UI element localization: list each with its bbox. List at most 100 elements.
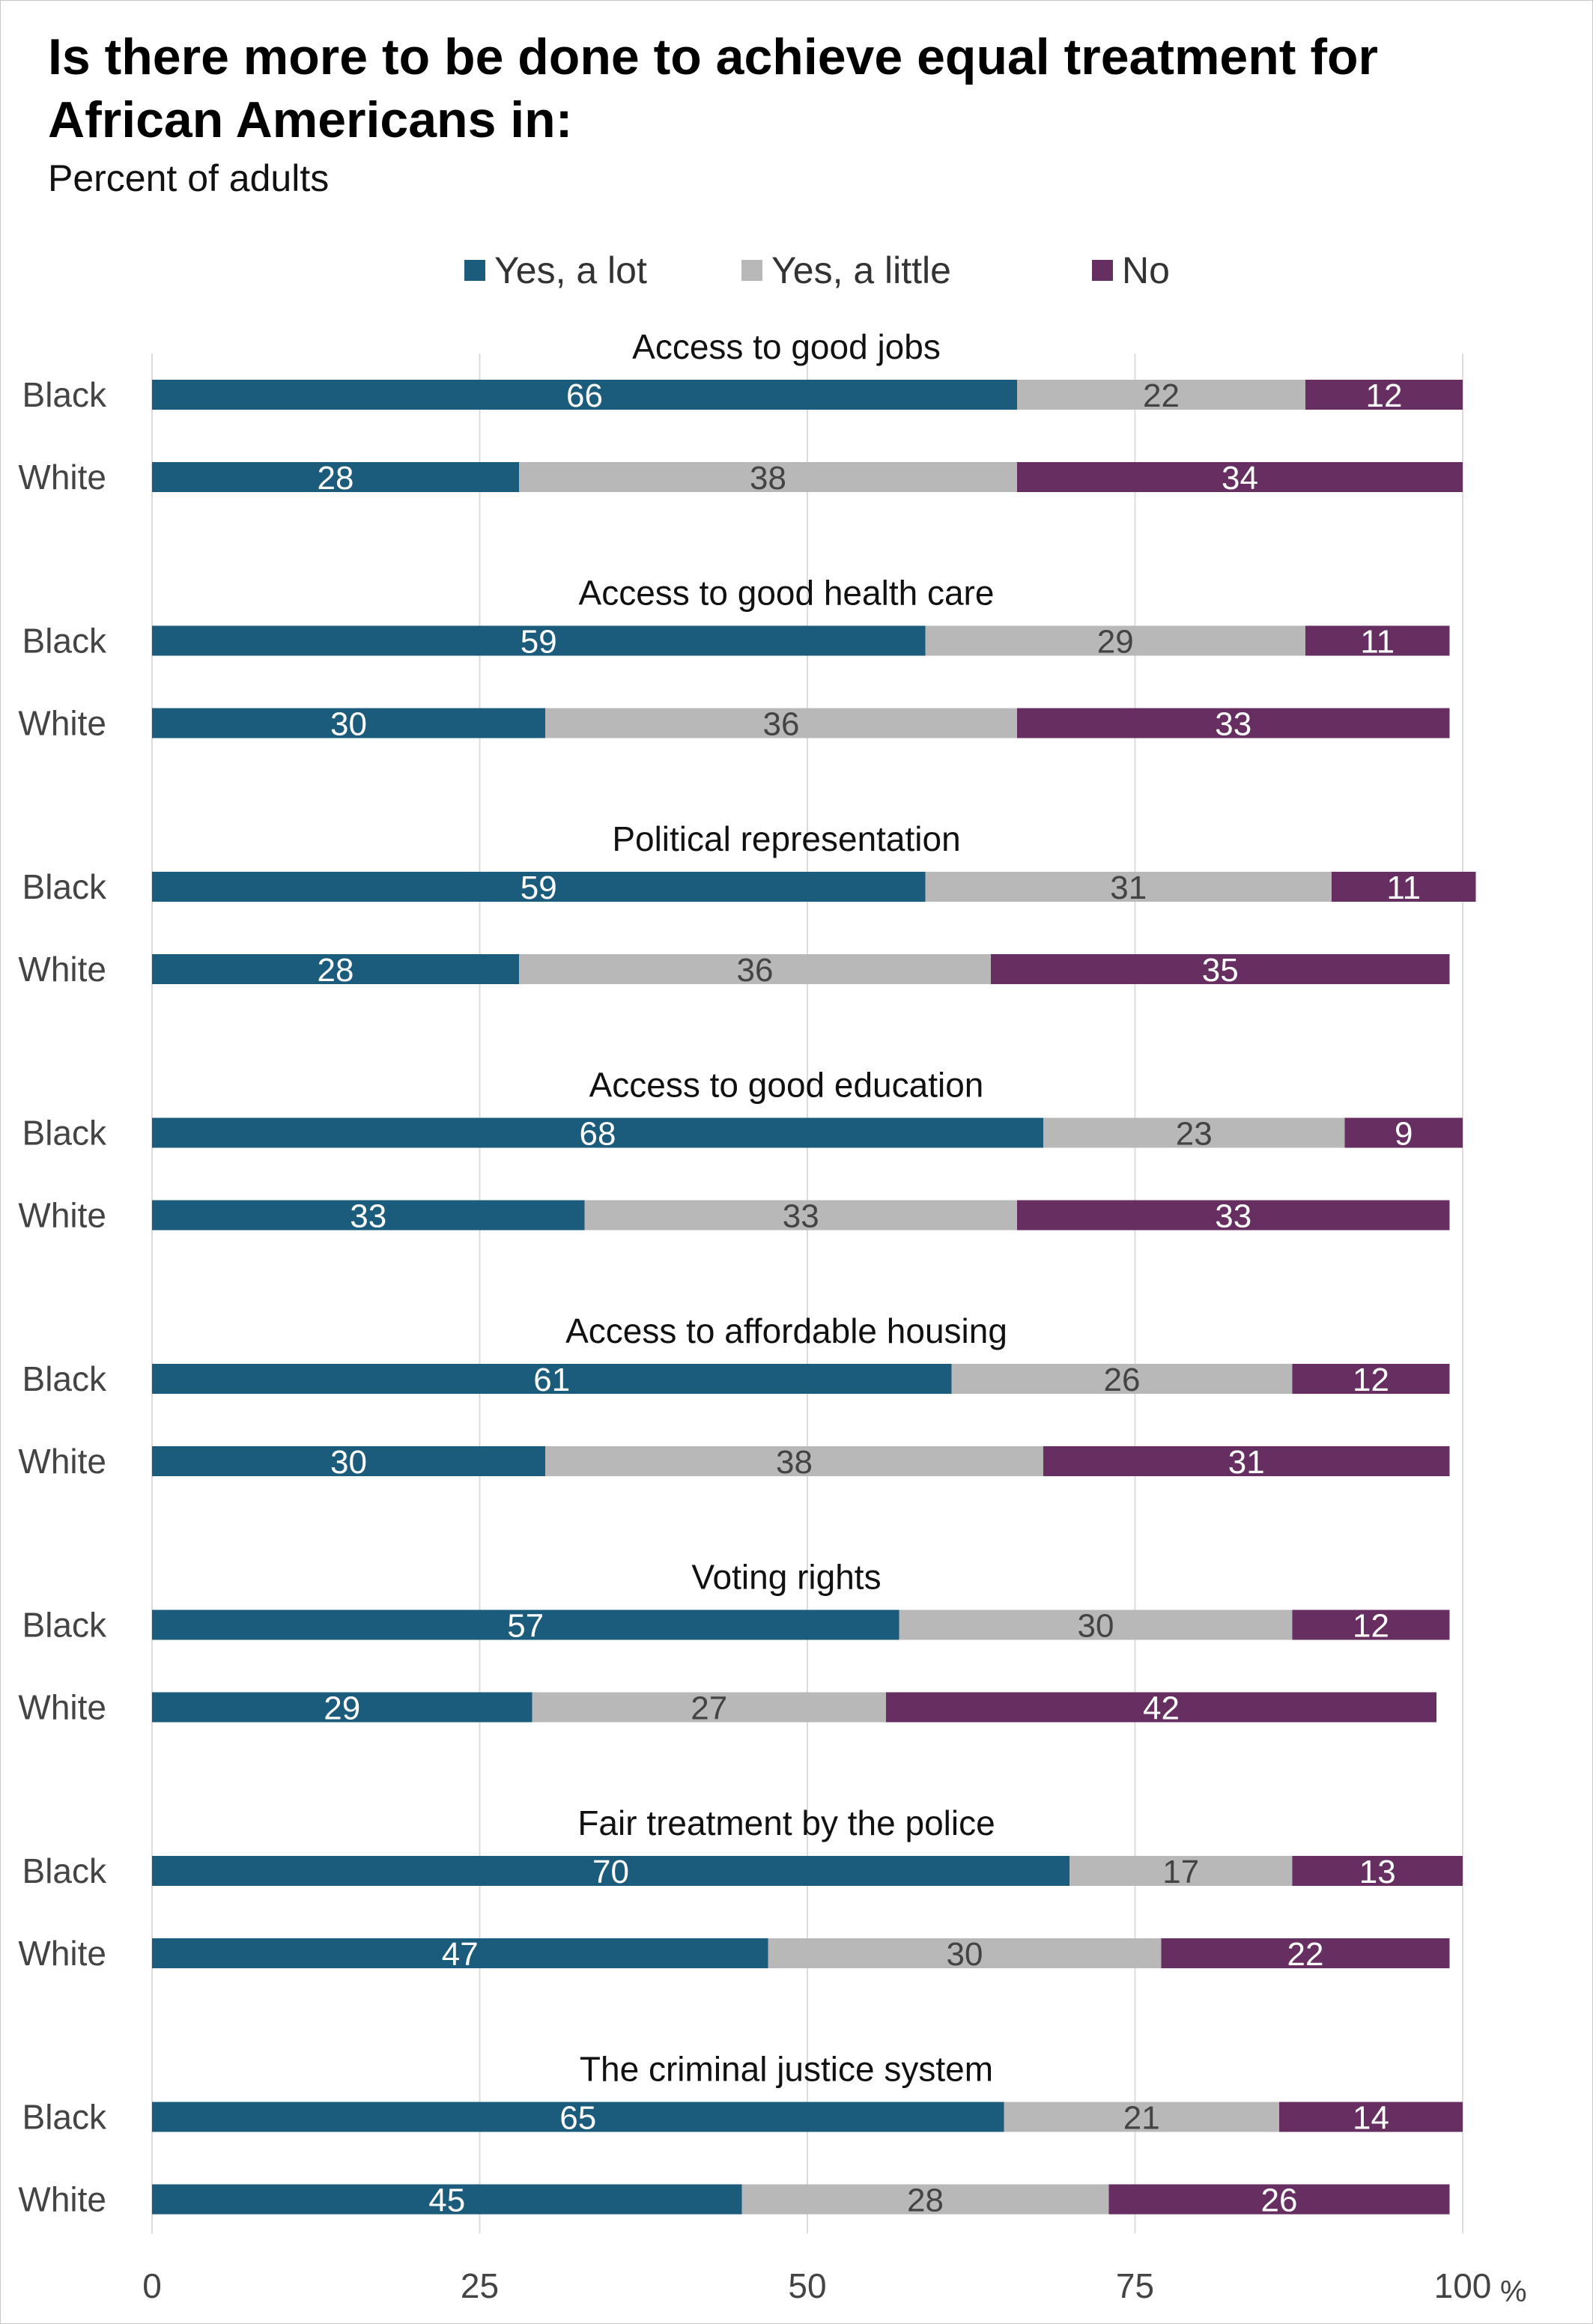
group-label: Access to good jobs (632, 327, 941, 366)
data-label-yes-a-lot: 65 (559, 2100, 596, 2137)
data-label-yes-a-lot: 61 (533, 1362, 570, 1398)
data-label-no: 34 (1222, 460, 1258, 497)
data-label-no: 35 (1202, 952, 1239, 989)
bar-segment-no (886, 1692, 1436, 1723)
x-tick-label-50: 50 (788, 2266, 826, 2305)
bar-segment-no (1017, 1200, 1450, 1231)
bar-segment-no (1332, 872, 1476, 902)
bar-segment-yes-a-lot (152, 954, 519, 984)
data-label-yes-a-lot: 28 (318, 460, 354, 497)
data-label-no: 11 (1386, 870, 1421, 906)
legend-item-yes-a-lot: Yes, a lot (464, 244, 647, 297)
bar-segment-no (1017, 708, 1450, 738)
bar-segment-no (1279, 2102, 1463, 2132)
data-label-yes-a-little: 33 (783, 1198, 819, 1235)
data-label-no: 12 (1366, 377, 1403, 414)
legend-label-yes-a-lot: Yes, a lot (494, 249, 647, 291)
data-label-no: 14 (1353, 2100, 1389, 2137)
bar-segment-yes-a-little (1017, 380, 1305, 410)
data-label-yes-a-little: 21 (1123, 2100, 1160, 2137)
bar-segment-yes-a-lot (152, 2102, 1004, 2132)
bar-segment-yes-a-little (519, 462, 1017, 492)
bar-segment-yes-a-little (768, 1938, 1162, 1968)
bar-segment-yes-a-lot (152, 625, 926, 656)
row-label-white: White (18, 458, 106, 497)
legend-label-no: No (1122, 249, 1170, 291)
bar-segment-yes-a-little (925, 625, 1305, 656)
row-label-black: Black (22, 1359, 107, 1398)
bar-segment-yes-a-little (741, 2184, 1109, 2215)
group-label: The criminal justice system (580, 2050, 993, 2089)
data-label-yes-a-lot: 30 (330, 1444, 367, 1481)
bar-segment-yes-a-lot (152, 1117, 1043, 1148)
data-label-yes-a-little: 30 (1078, 1608, 1114, 1645)
chart-title: Is there more to be done to achieve equa… (48, 28, 1378, 148)
bar-segment-yes-a-little (899, 1609, 1293, 1640)
legend-swatch-yes-a-lot (464, 260, 485, 281)
group-label: Access to good health care (579, 574, 995, 613)
bar-segment-no (1017, 462, 1463, 492)
row-label-black: Black (22, 622, 107, 661)
data-label-yes-a-little: 26 (1104, 1362, 1141, 1398)
legend: Yes, a lot Yes, a little No (0, 244, 1593, 297)
legend-item-no: No (1092, 244, 1170, 297)
bar-segment-yes-a-little (545, 1446, 1043, 1476)
row-label-white: White (18, 950, 106, 989)
data-label-no: 33 (1215, 706, 1251, 743)
bar-segment-no (1043, 1446, 1450, 1476)
data-label-yes-a-little: 36 (763, 706, 800, 743)
row-label-white: White (18, 1442, 106, 1481)
row-label-white: White (18, 704, 106, 743)
group-label: Political representation (612, 819, 960, 858)
chart-subtitle: Percent of adults (48, 157, 330, 199)
legend-swatch-no (1092, 260, 1113, 281)
legend-label-yes-a-little: Yes, a little (771, 249, 951, 291)
group-label: Voting rights (691, 1558, 881, 1597)
bar-segment-yes-a-lot (152, 872, 926, 902)
bar-segment-yes-a-little (532, 1692, 886, 1723)
bar-segment-yes-a-lot (152, 462, 519, 492)
row-label-white: White (18, 1196, 106, 1235)
data-label-yes-a-little: 30 (947, 1936, 983, 1973)
bar-segment-yes-a-little (584, 1200, 1017, 1231)
x-tick-label-0: 0 (142, 2266, 162, 2305)
data-label-no: 9 (1395, 1116, 1413, 1153)
data-label-no: 11 (1360, 624, 1395, 661)
bar-segment-yes-a-lot (152, 1200, 585, 1231)
group-label: Fair treatment by the police (577, 1803, 995, 1842)
row-label-black: Black (22, 375, 107, 414)
data-label-yes-a-little: 27 (691, 1690, 727, 1727)
data-label-yes-a-lot: 70 (592, 1854, 629, 1890)
bar-segment-yes-a-little (519, 954, 991, 984)
data-label-yes-a-lot: 28 (318, 952, 354, 989)
data-label-yes-a-little: 23 (1176, 1116, 1213, 1153)
bar-segment-yes-a-lot (152, 708, 545, 738)
bar-segment-yes-a-little (1069, 1856, 1293, 1886)
data-label-yes-a-little: 38 (776, 1444, 813, 1481)
data-label-no: 42 (1143, 1690, 1180, 1727)
bar-segment-yes-a-lot (152, 1692, 532, 1723)
group-label: Access to good education (589, 1066, 984, 1105)
row-label-white: White (18, 1934, 106, 1973)
data-label-yes-a-lot: 45 (428, 2182, 465, 2219)
bar-segment-no (1161, 1938, 1450, 1968)
bar-segment-yes-a-lot (152, 1364, 952, 1394)
bar-segment-no (1292, 1364, 1450, 1394)
data-label-yes-a-little: 31 (1110, 870, 1147, 906)
data-label-yes-a-little: 28 (907, 2182, 944, 2219)
data-label-yes-a-lot: 59 (521, 870, 557, 906)
data-label-yes-a-lot: 59 (521, 624, 557, 661)
bar-segment-no (1108, 2184, 1450, 2215)
bar-segment-no (1292, 1856, 1463, 1886)
bar-segment-no (1305, 625, 1450, 656)
data-label-yes-a-little: 38 (750, 460, 786, 497)
data-label-yes-a-little: 17 (1162, 1854, 1199, 1890)
x-tick-label-25: 25 (461, 2266, 499, 2305)
row-label-black: Black (22, 867, 107, 906)
bar-segment-yes-a-lot (152, 1446, 545, 1476)
bar-segment-yes-a-little (1043, 1117, 1345, 1148)
row-label-white: White (18, 1688, 106, 1727)
data-label-yes-a-lot: 33 (350, 1198, 386, 1235)
bar-segment-no (1344, 1117, 1463, 1148)
